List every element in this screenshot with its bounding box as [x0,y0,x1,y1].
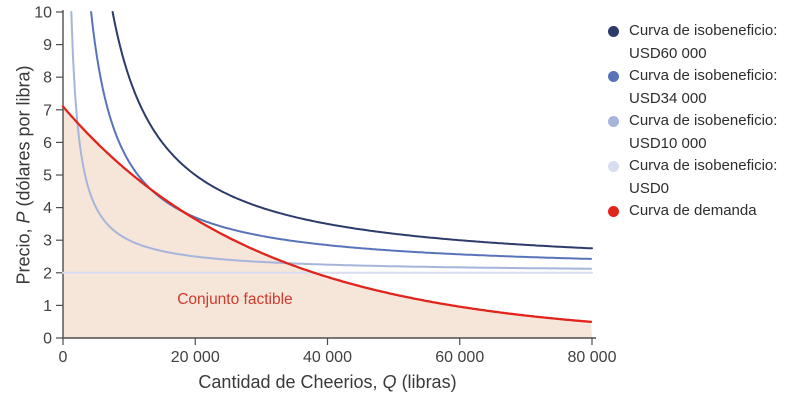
y-tick-label: 6 [43,135,52,152]
x-tick-label: 60 000 [435,349,484,366]
legend-marker-isoprofit-0 [608,161,619,172]
legend-item-isoprofit-0: Curva de isobeneficio: USD0 [608,155,808,200]
legend-marker-isoprofit-10000 [608,116,619,127]
y-axis-label: Precio, P (dólares por libra) [14,65,35,284]
y-tick-label: 7 [43,102,52,119]
x-tick-label: 0 [59,349,68,366]
curve-isoprofit-10000 [70,11,592,270]
legend-item-isoprofit-60000: Curva de isobeneficio: USD60 000 [608,20,808,65]
feasible-set-area [63,106,592,338]
legend-item-isoprofit-34000: Curva de isobeneficio: USD34 000 [608,65,808,110]
x-tick-label: 20 000 [171,349,220,366]
x-axis-label-pre: Cantidad de Cheerios, [198,372,383,392]
y-tick-label: 2 [43,265,52,282]
x-axis-label-post: (libras) [396,372,457,392]
y-axis-label-pre: Precio, [13,223,34,285]
y-tick-label: 9 [43,37,52,54]
legend-label-isoprofit-34000: Curva de isobeneficio: USD34 000 [629,67,778,107]
legend-marker-isoprofit-34000 [608,71,619,82]
legend-item-demand: Curva de demanda [608,200,808,223]
curve-isoprofit-60000 [111,11,593,250]
y-tick-label: 4 [43,200,52,217]
y-axis-label-var: P [13,211,34,224]
x-axis-label: Cantidad de Cheerios, Q (libras) [63,372,592,393]
feasible-set-label: Conjunto factible [177,291,292,308]
y-tick-label: 8 [43,70,52,87]
legend-marker-isoprofit-60000 [608,26,619,37]
x-tick-label: 40 000 [303,349,352,366]
y-axis-label-post: (dólares por libra) [13,65,34,212]
y-tick-label: 10 [34,5,52,22]
legend-item-isoprofit-10000: Curva de isobeneficio: USD10 000 [608,110,808,155]
y-tick-label: 5 [43,168,52,185]
legend-label-isoprofit-60000: Curva de isobeneficio: USD60 000 [629,22,778,62]
legend-label-isoprofit-0: Curva de isobeneficio: USD0 [629,157,778,197]
y-tick-label: 1 [43,298,52,315]
legend-label-demand: Curva de demanda [629,202,757,219]
y-tick-label: 0 [43,331,52,348]
curve-demand [61,105,593,323]
x-tick-label: 80 000 [568,349,617,366]
legend-marker-demand [608,206,619,217]
x-axis-label-var: Q [382,372,397,392]
legend: Curva de isobeneficio: USD60 000 Curva de … [608,20,808,223]
y-tick-label: 3 [43,233,52,250]
legend-label-isoprofit-10000: Curva de isobeneficio: USD10 000 [629,112,778,152]
